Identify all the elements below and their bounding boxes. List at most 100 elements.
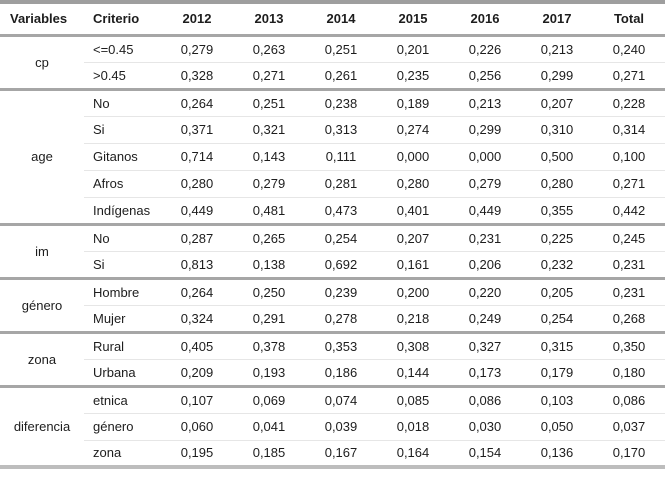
value-cell: 0,060 [161,413,233,441]
value-cell: 0,813 [180,256,214,272]
value-cell: 0,261 [324,67,358,83]
value-cell: 0,280 [377,170,449,198]
value-cell: 0,299 [449,116,521,144]
criterio-cell: No [84,89,161,117]
value-cell: 0,161 [396,256,430,272]
value-cell: 0,239 [305,278,377,306]
value-cell: 0,213 [449,89,521,117]
value-cell: 0,189 [377,89,449,117]
variable-group: cp <=0.45 0,279 0,263 0,251 0,201 0,226 0,213 0,… [0,35,665,89]
criterio-cell: No [84,224,161,252]
criterio-cell: Si [84,116,161,144]
variable-cell: cp [35,54,49,70]
value-cell: 0,714 [161,143,233,171]
value-cell: 0,281 [305,170,377,198]
column-header-2016: 2016 [449,2,521,37]
value-cell: 0,213 [521,35,593,63]
value-cell: 0,264 [161,278,233,306]
value-cell: 0,226 [449,35,521,63]
variable-group: diferencia etnica 0,107 0,069 0,074 0,085 0,08… [0,386,665,467]
value-cell: 0,355 [540,202,574,218]
table-row: Mujer 0,324 0,291 0,278 0,218 0,249 0,254 0,268 [0,305,665,332]
table-row: género 0,060 0,041 0,039 0,018 0,030 0,050 0,03… [0,413,665,441]
criterio-cell: Mujer [93,310,126,326]
value-cell: 0,263 [233,35,305,63]
value-cell: 0,225 [521,224,593,252]
value-cell: 0,200 [377,278,449,306]
value-cell: 0,321 [233,116,305,144]
value-cell: 0,207 [521,89,593,117]
header-row: Variables Criterio 2012 2013 2014 2015 2… [0,2,665,37]
value-cell: 0,136 [540,445,574,461]
value-cell: 0,249 [468,310,502,326]
value-cell: 0,228 [593,89,665,117]
table-row: Urbana 0,209 0,193 0,186 0,144 0,173 0,179 0,18… [0,359,665,386]
value-cell: 0,405 [161,332,233,360]
criterio-cell: Urbana [93,364,136,380]
value-cell: 0,107 [161,386,233,414]
value-cell: 0,314 [593,116,665,144]
value-cell: 0,327 [449,332,521,360]
value-cell: 0,154 [468,445,502,461]
variable-group: género Hombre 0,264 0,250 0,239 0,200 0,220 0,2… [0,278,665,332]
value-cell: 0,186 [324,364,358,380]
value-cell: 0,378 [233,332,305,360]
value-cell: 0,271 [593,170,665,198]
value-cell: 0,324 [180,310,214,326]
value-cell: 0,209 [180,364,214,380]
variable-cell: im [35,243,49,259]
table-header: Variables Criterio 2012 2013 2014 2015 2… [0,2,665,37]
value-cell: 0,291 [252,310,286,326]
value-cell: 0,103 [521,386,593,414]
table-row: im No 0,287 0,265 0,254 0,207 0,231 0,225 0,245 [0,224,665,259]
table-row: zona 0,195 0,185 0,167 0,164 0,154 0,136 0,170 [0,440,665,467]
value-cell: 0,473 [324,202,358,218]
table-row: género Hombre 0,264 0,250 0,239 0,200 0,220 0,2… [0,278,665,313]
value-cell: 0,100 [593,143,665,171]
value-cell: 0,170 [612,445,646,461]
criterio-cell: Si [93,256,105,272]
value-cell: 0,143 [233,143,305,171]
value-cell: 0,299 [540,67,574,83]
column-header-2013: 2013 [233,2,305,37]
criterio-cell: >0.45 [93,67,126,83]
criterio-cell: Hombre [84,278,161,306]
value-cell: 0,264 [161,89,233,117]
table-row: zona Rural 0,405 0,378 0,353 0,308 0,327 0,315 0… [0,332,665,367]
value-cell: 0,220 [449,278,521,306]
value-cell: 0,000 [449,143,521,171]
value-cell: 0,195 [180,445,214,461]
value-cell: 0,449 [468,202,502,218]
table-row: Afros 0,280 0,279 0,281 0,280 0,279 0,280 0,271 [0,170,665,198]
column-header-2017: 2017 [521,2,593,37]
value-cell: 0,086 [449,386,521,414]
criterio-cell: etnica [84,386,161,414]
value-cell: 0,030 [449,413,521,441]
value-cell: 0,018 [377,413,449,441]
value-cell: 0,268 [612,310,646,326]
results-table: Variables Criterio 2012 2013 2014 2015 2… [0,0,665,469]
value-cell: 0,231 [449,224,521,252]
value-cell: 0,279 [233,170,305,198]
table-row: Indígenas 0,449 0,481 0,473 0,401 0,449 0,355 0… [0,197,665,224]
value-cell: 0,251 [305,35,377,63]
column-header-total: Total [593,2,665,37]
value-cell: 0,206 [468,256,502,272]
table-row: cp <=0.45 0,279 0,263 0,251 0,201 0,226 0,213 0,… [0,35,665,70]
value-cell: 0,180 [612,364,646,380]
value-cell: 0,069 [233,386,305,414]
value-cell: 0,401 [396,202,430,218]
value-cell: 0,274 [377,116,449,144]
value-cell: 0,232 [540,256,574,272]
value-cell: 0,238 [305,89,377,117]
value-cell: 0,287 [161,224,233,252]
table-row: >0.45 0,328 0,271 0,261 0,235 0,256 0,299 0,271 [0,62,665,89]
variable-group: age No 0,264 0,251 0,238 0,189 0,213 0,207 0,228… [0,89,665,224]
variable-cell: zona [27,351,57,367]
column-header-variables: Variables [0,2,84,37]
value-cell: 0,193 [252,364,286,380]
value-cell: 0,085 [377,386,449,414]
value-cell: 0,050 [521,413,593,441]
value-cell: 0,371 [161,116,233,144]
value-cell: 0,254 [540,310,574,326]
